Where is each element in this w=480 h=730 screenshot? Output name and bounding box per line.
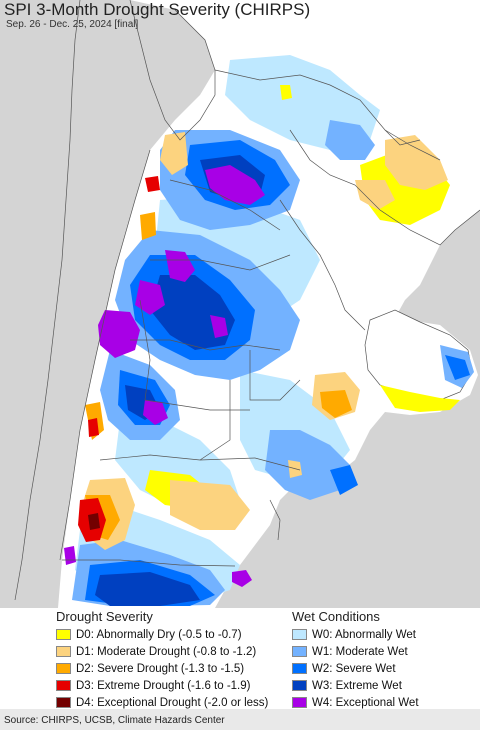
drought-legend-heading: Drought Severity — [56, 609, 153, 624]
swatch-d1 — [56, 646, 71, 657]
legend-label-d4: D4: Exceptional Drought (-2.0 or less) — [76, 696, 269, 709]
swatch-w4 — [292, 697, 307, 708]
legend-label-d0: D0: Abnormally Dry (-0.5 to -0.7) — [76, 628, 242, 641]
legend-label-d3: D3: Extreme Drought (-1.6 to -1.9) — [76, 679, 251, 692]
legend-item-d4: D4: Exceptional Drought (-2.0 or less) — [56, 694, 268, 711]
swatch-w2 — [292, 663, 307, 674]
legend-label-w1: W1: Moderate Wet — [312, 645, 408, 658]
drought-legend: Drought Severity D0: Abnormally Dry (-0.… — [56, 609, 268, 711]
swatch-d4 — [56, 697, 71, 708]
d4-patches — [88, 513, 100, 530]
legend-label-w0: W0: Abnormally Wet — [312, 628, 416, 641]
swatch-w1 — [292, 646, 307, 657]
source-footer: Source: CHIRPS, UCSB, Climate Hazards Ce… — [0, 709, 480, 730]
swatch-d3 — [56, 680, 71, 691]
swatch-d0 — [56, 629, 71, 640]
legend-label-w2: W2: Severe Wet — [312, 662, 396, 675]
swatch-d2 — [56, 663, 71, 674]
legend: Drought Severity D0: Abnormally Dry (-0.… — [0, 609, 480, 709]
legend-item-w1: W1: Moderate Wet — [292, 643, 419, 660]
swatch-w0 — [292, 629, 307, 640]
chile-coastline — [14, 0, 81, 601]
legend-item-d3: D3: Extreme Drought (-1.6 to -1.9) — [56, 677, 268, 694]
legend-label-d1: D1: Moderate Drought (-0.8 to -1.2) — [76, 645, 257, 658]
legend-item-d0: D0: Abnormally Dry (-0.5 to -0.7) — [56, 626, 268, 643]
legend-item-d1: D1: Moderate Drought (-0.8 to -1.2) — [56, 643, 268, 660]
map-subtitle: Sep. 26 - Dec. 25, 2024 [final] — [6, 19, 139, 30]
legend-item-w3: W3: Extreme Wet — [292, 677, 419, 694]
map-title: SPI 3-Month Drought Severity (CHIRPS) — [4, 0, 311, 19]
source-text: Source: CHIRPS, UCSB, Climate Hazards Ce… — [4, 715, 225, 726]
d1-patches — [82, 132, 448, 550]
legend-label-w4: W4: Exceptional Wet — [312, 696, 419, 709]
drought-map — [0, 0, 480, 608]
legend-item-w4: W4: Exceptional Wet — [292, 694, 419, 711]
wet-legend-heading: Wet Conditions — [292, 609, 380, 624]
legend-label-w3: W3: Extreme Wet — [312, 679, 402, 692]
swatch-w3 — [292, 680, 307, 691]
legend-item-w2: W2: Severe Wet — [292, 660, 419, 677]
legend-item-w0: W0: Abnormally Wet — [292, 626, 419, 643]
borders — [59, 0, 480, 567]
legend-item-d2: D2: Severe Drought (-1.3 to -1.5) — [56, 660, 268, 677]
legend-label-d2: D2: Severe Drought (-1.3 to -1.5) — [76, 662, 245, 675]
wet-legend: Wet Conditions W0: Abnormally Wet W1: Mo… — [292, 609, 419, 711]
